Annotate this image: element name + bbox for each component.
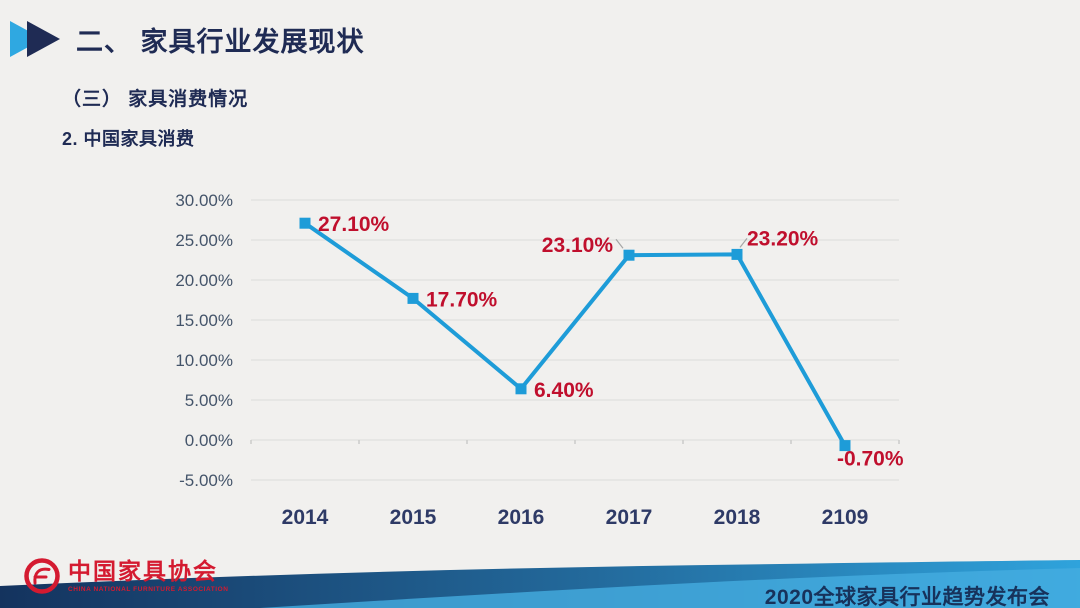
- y-tick-label: 15.00%: [175, 311, 233, 330]
- y-tick-label: 5.00%: [185, 391, 233, 410]
- x-axis-label-2016: 2016: [498, 506, 545, 529]
- logo-texts: 中国家具协会 CHINA NATIONAL FURNITURE ASSOCIAT…: [68, 558, 229, 593]
- label-leader-line: [615, 238, 624, 249]
- x-axis-label-2015: 2015: [390, 506, 437, 529]
- page-title: 二、 家具行业发展现状: [76, 26, 365, 57]
- footer-wave-band: [0, 560, 1080, 608]
- y-tick-label: -5.00%: [179, 471, 233, 490]
- conference-title: 2020全球家具行业趋势发布会: [764, 586, 1050, 608]
- data-point-marker-2017: [623, 249, 635, 261]
- data-point-marker-2015: [407, 292, 419, 304]
- y-tick-label: 0.00%: [185, 431, 233, 450]
- data-label-2016: 6.40%: [534, 379, 594, 402]
- data-point-marker-2016: [515, 383, 527, 395]
- data-label-2015: 17.70%: [426, 288, 498, 311]
- data-label-2014: 27.10%: [318, 213, 390, 236]
- double-arrow-icon: [10, 21, 60, 57]
- data-label-2109: -0.70%: [837, 448, 904, 471]
- logo-text-cn: 中国家具协会: [68, 558, 218, 585]
- section-subtitle: （三） 家具消费情况: [62, 89, 249, 110]
- y-tick-label: 25.00%: [175, 231, 233, 250]
- y-tick-label: 10.00%: [175, 351, 233, 370]
- data-point-marker-2018: [731, 248, 743, 260]
- data-point-marker-2109: [839, 440, 851, 452]
- cnfa-logo-icon: [24, 558, 60, 594]
- y-tick-label: 20.00%: [175, 271, 233, 290]
- x-axis-label-2109: 2109: [822, 506, 869, 529]
- data-label-2018: 23.20%: [747, 227, 819, 250]
- y-tick-label: 30.00%: [175, 191, 233, 210]
- x-axis-label-2014: 2014: [282, 506, 329, 529]
- logo-text-en: CHINA NATIONAL FURNITURE ASSOCIATION: [68, 585, 229, 593]
- data-label-2017: 23.10%: [542, 234, 614, 257]
- label-leader-line: [739, 238, 748, 248]
- trend-line: [303, 221, 847, 448]
- cnfa-logo: 中国家具协会 CHINA NATIONAL FURNITURE ASSOCIAT…: [22, 556, 229, 596]
- x-axis-label-2018: 2018: [714, 506, 761, 529]
- footer-band-light: [260, 568, 1080, 608]
- slide-header: 二、 家具行业发展现状: [10, 19, 365, 59]
- chart-heading: 2. 中国家具消费: [62, 129, 195, 149]
- x-axis-label-2017: 2017: [606, 506, 653, 529]
- data-point-marker-2014: [299, 217, 311, 229]
